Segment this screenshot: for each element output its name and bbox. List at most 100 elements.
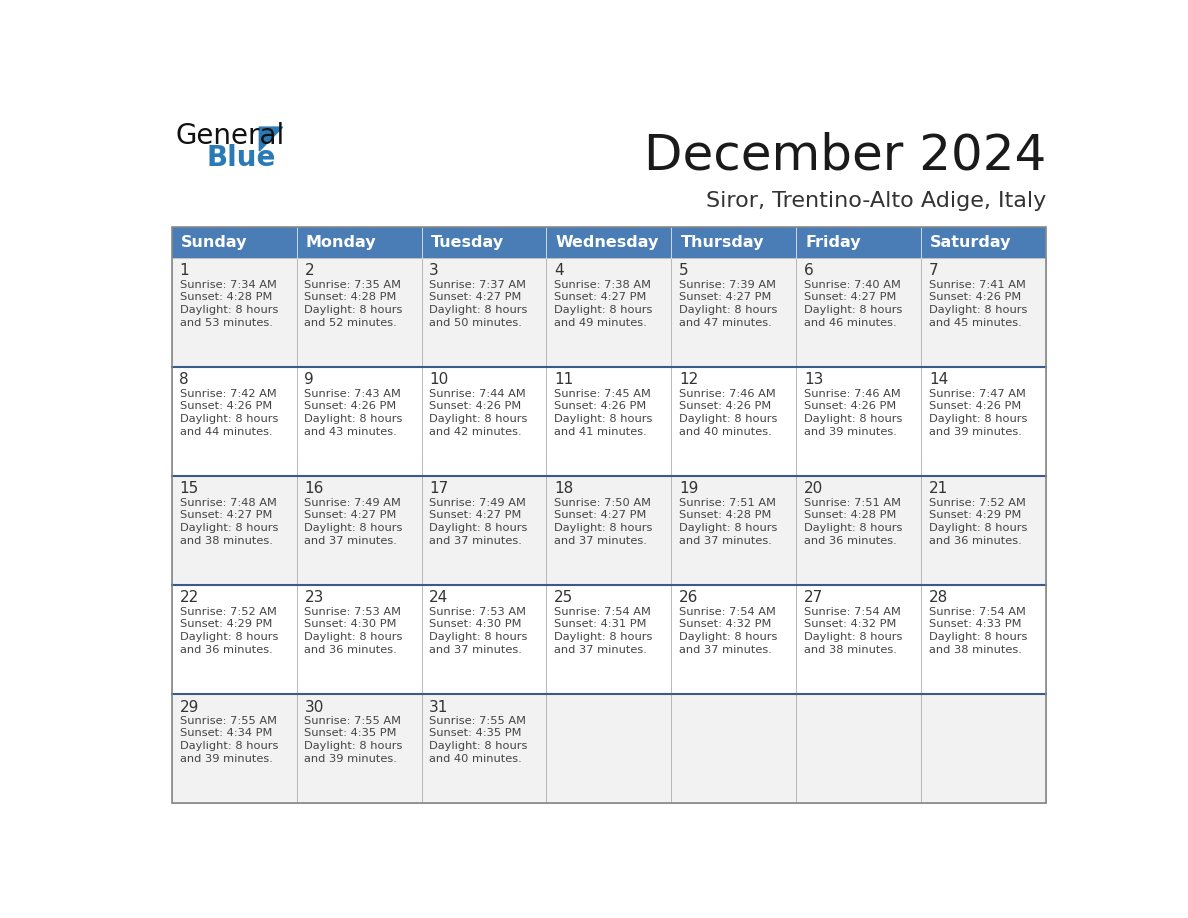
- Text: Daylight: 8 hours: Daylight: 8 hours: [680, 305, 777, 315]
- Text: Sunset: 4:32 PM: Sunset: 4:32 PM: [804, 620, 896, 630]
- Text: Daylight: 8 hours: Daylight: 8 hours: [554, 414, 652, 424]
- Text: Sunset: 4:34 PM: Sunset: 4:34 PM: [179, 728, 272, 738]
- Text: and 45 minutes.: and 45 minutes.: [929, 318, 1022, 328]
- Text: and 46 minutes.: and 46 minutes.: [804, 318, 897, 328]
- Text: Thursday: Thursday: [681, 235, 764, 250]
- Text: Sunrise: 7:37 AM: Sunrise: 7:37 AM: [429, 280, 526, 289]
- Text: Daylight: 8 hours: Daylight: 8 hours: [804, 414, 903, 424]
- Text: Monday: Monday: [307, 235, 377, 250]
- Text: Daylight: 8 hours: Daylight: 8 hours: [804, 523, 903, 533]
- Bar: [297, 258, 422, 367]
- Text: Daylight: 8 hours: Daylight: 8 hours: [179, 305, 278, 315]
- Text: Sunset: 4:26 PM: Sunset: 4:26 PM: [929, 292, 1020, 302]
- Text: Sunrise: 7:45 AM: Sunrise: 7:45 AM: [554, 388, 651, 398]
- Text: 18: 18: [554, 481, 574, 497]
- Text: Wednesday: Wednesday: [556, 235, 659, 250]
- Text: 20: 20: [804, 481, 823, 497]
- Text: Daylight: 8 hours: Daylight: 8 hours: [304, 414, 403, 424]
- Text: 31: 31: [429, 700, 449, 714]
- Text: Sunset: 4:26 PM: Sunset: 4:26 PM: [554, 401, 646, 411]
- Text: Daylight: 8 hours: Daylight: 8 hours: [680, 523, 777, 533]
- Text: Sunrise: 7:55 AM: Sunrise: 7:55 AM: [429, 716, 526, 726]
- Text: 7: 7: [929, 263, 939, 278]
- Text: Sunset: 4:32 PM: Sunset: 4:32 PM: [680, 620, 771, 630]
- Text: 15: 15: [179, 481, 198, 497]
- Text: Sunrise: 7:38 AM: Sunrise: 7:38 AM: [554, 280, 651, 289]
- Bar: [172, 227, 297, 258]
- Text: and 43 minutes.: and 43 minutes.: [304, 427, 397, 437]
- Text: Sunrise: 7:47 AM: Sunrise: 7:47 AM: [929, 388, 1025, 398]
- Bar: [172, 585, 297, 694]
- Text: Daylight: 8 hours: Daylight: 8 hours: [179, 741, 278, 751]
- Text: and 37 minutes.: and 37 minutes.: [304, 536, 397, 545]
- Text: Daylight: 8 hours: Daylight: 8 hours: [304, 741, 403, 751]
- Text: and 50 minutes.: and 50 minutes.: [429, 318, 523, 328]
- Bar: [921, 476, 1045, 585]
- Text: and 36 minutes.: and 36 minutes.: [804, 536, 897, 545]
- Bar: [671, 694, 796, 803]
- Text: Sunrise: 7:43 AM: Sunrise: 7:43 AM: [304, 388, 402, 398]
- Text: Sunrise: 7:52 AM: Sunrise: 7:52 AM: [929, 498, 1025, 508]
- Text: Sunrise: 7:34 AM: Sunrise: 7:34 AM: [179, 280, 277, 289]
- Text: 9: 9: [304, 373, 314, 387]
- Text: and 40 minutes.: and 40 minutes.: [680, 427, 772, 437]
- Text: 16: 16: [304, 481, 324, 497]
- Text: Daylight: 8 hours: Daylight: 8 hours: [304, 523, 403, 533]
- Text: 22: 22: [179, 590, 198, 606]
- Text: Sunrise: 7:53 AM: Sunrise: 7:53 AM: [429, 607, 526, 617]
- Text: and 38 minutes.: and 38 minutes.: [179, 536, 272, 545]
- Text: and 37 minutes.: and 37 minutes.: [554, 536, 647, 545]
- Text: and 42 minutes.: and 42 minutes.: [429, 427, 522, 437]
- Text: Daylight: 8 hours: Daylight: 8 hours: [929, 305, 1028, 315]
- Text: 10: 10: [429, 373, 449, 387]
- Text: Sunday: Sunday: [181, 235, 247, 250]
- Polygon shape: [259, 127, 283, 151]
- Text: and 36 minutes.: and 36 minutes.: [304, 644, 397, 655]
- Text: Daylight: 8 hours: Daylight: 8 hours: [554, 305, 652, 315]
- Bar: [172, 258, 297, 367]
- Text: and 39 minutes.: and 39 minutes.: [804, 427, 897, 437]
- Text: Sunset: 4:28 PM: Sunset: 4:28 PM: [304, 292, 397, 302]
- Text: and 49 minutes.: and 49 minutes.: [554, 318, 647, 328]
- Bar: [796, 694, 921, 803]
- Bar: [546, 227, 671, 258]
- Text: Sunrise: 7:54 AM: Sunrise: 7:54 AM: [680, 607, 776, 617]
- Text: and 38 minutes.: and 38 minutes.: [929, 644, 1022, 655]
- Text: 19: 19: [680, 481, 699, 497]
- Text: 5: 5: [680, 263, 689, 278]
- Text: Sunrise: 7:53 AM: Sunrise: 7:53 AM: [304, 607, 402, 617]
- Text: Blue: Blue: [207, 144, 276, 172]
- Text: Sunset: 4:27 PM: Sunset: 4:27 PM: [304, 510, 397, 521]
- Text: Sunrise: 7:48 AM: Sunrise: 7:48 AM: [179, 498, 277, 508]
- Text: 26: 26: [680, 590, 699, 606]
- Bar: [422, 258, 546, 367]
- Text: Daylight: 8 hours: Daylight: 8 hours: [429, 633, 527, 642]
- Text: 21: 21: [929, 481, 948, 497]
- Text: Sunset: 4:30 PM: Sunset: 4:30 PM: [429, 620, 522, 630]
- Text: Sunset: 4:30 PM: Sunset: 4:30 PM: [304, 620, 397, 630]
- Text: Sunrise: 7:51 AM: Sunrise: 7:51 AM: [680, 498, 776, 508]
- Bar: [671, 476, 796, 585]
- Text: and 47 minutes.: and 47 minutes.: [680, 318, 772, 328]
- Text: Daylight: 8 hours: Daylight: 8 hours: [429, 523, 527, 533]
- Text: Sunset: 4:31 PM: Sunset: 4:31 PM: [554, 620, 646, 630]
- Bar: [172, 227, 1045, 803]
- Bar: [422, 227, 546, 258]
- Text: Sunset: 4:33 PM: Sunset: 4:33 PM: [929, 620, 1022, 630]
- Bar: [297, 694, 422, 803]
- Text: Sunset: 4:35 PM: Sunset: 4:35 PM: [429, 728, 522, 738]
- Bar: [796, 476, 921, 585]
- Text: Sunrise: 7:54 AM: Sunrise: 7:54 AM: [929, 607, 1025, 617]
- Bar: [422, 694, 546, 803]
- Text: Daylight: 8 hours: Daylight: 8 hours: [929, 414, 1028, 424]
- Text: Tuesday: Tuesday: [431, 235, 504, 250]
- Text: 1: 1: [179, 263, 189, 278]
- Text: 29: 29: [179, 700, 198, 714]
- Text: Sunset: 4:27 PM: Sunset: 4:27 PM: [429, 510, 522, 521]
- Text: 25: 25: [554, 590, 574, 606]
- Text: Sunset: 4:26 PM: Sunset: 4:26 PM: [304, 401, 397, 411]
- Text: and 37 minutes.: and 37 minutes.: [554, 644, 647, 655]
- Text: Daylight: 8 hours: Daylight: 8 hours: [929, 523, 1028, 533]
- Text: Sunset: 4:26 PM: Sunset: 4:26 PM: [680, 401, 771, 411]
- Text: Saturday: Saturday: [930, 235, 1012, 250]
